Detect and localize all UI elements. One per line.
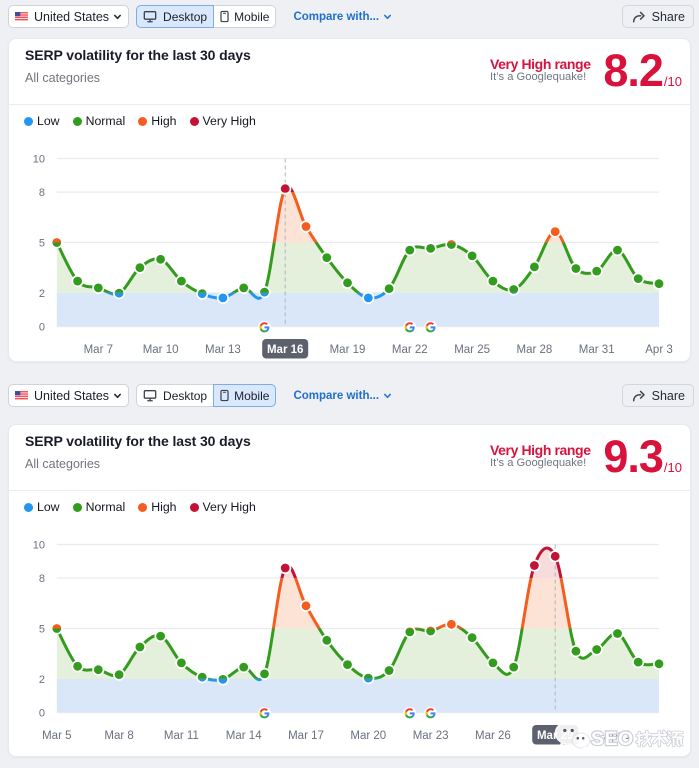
svg-text:Mar 19: Mar 19 — [330, 344, 366, 356]
svg-text:Mar 23: Mar 23 — [413, 730, 449, 742]
svg-text:SEO: SEO — [591, 728, 634, 750]
svg-text:Mar 26: Mar 26 — [475, 730, 511, 742]
svg-text:2: 2 — [39, 674, 45, 686]
svg-text:SEO: SEO — [591, 728, 634, 750]
svg-text:5: 5 — [39, 238, 45, 250]
svg-text:10: 10 — [33, 154, 45, 166]
svg-text:Mar 14: Mar 14 — [226, 730, 262, 742]
svg-text:Mar 31: Mar 31 — [579, 344, 615, 356]
svg-text:2: 2 — [39, 288, 45, 300]
svg-text:8: 8 — [39, 187, 45, 199]
svg-text:Mar 17: Mar 17 — [288, 730, 324, 742]
svg-text:Mar 20: Mar 20 — [350, 730, 386, 742]
svg-text:Mar 28: Mar 28 — [517, 344, 553, 356]
svg-text:0: 0 — [39, 708, 45, 720]
svg-text:Mar 10: Mar 10 — [143, 344, 179, 356]
svg-text:Mar 11: Mar 11 — [164, 730, 199, 742]
svg-text:Mar 8: Mar 8 — [104, 730, 133, 742]
svg-text:Mar 13: Mar 13 — [205, 344, 241, 356]
svg-text:5: 5 — [39, 624, 45, 636]
svg-text:Mar 22: Mar 22 — [392, 344, 428, 356]
svg-text:Mar 25: Mar 25 — [454, 344, 490, 356]
svg-text:Mar 5: Mar 5 — [42, 730, 71, 742]
svg-text:Mar 7: Mar 7 — [84, 344, 113, 356]
svg-text:10: 10 — [33, 540, 45, 552]
svg-text:8: 8 — [39, 573, 45, 585]
svg-text:Apr 1: Apr 1 — [604, 730, 632, 742]
svg-text:Apr 3: Apr 3 — [645, 344, 673, 356]
svg-text:Mar 16: Mar 16 — [267, 344, 303, 356]
svg-text:0: 0 — [39, 322, 45, 334]
